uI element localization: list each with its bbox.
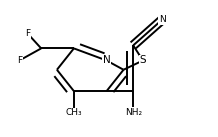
Text: N: N: [159, 15, 166, 24]
Text: S: S: [140, 55, 146, 65]
Text: F: F: [25, 29, 31, 38]
Text: CH₃: CH₃: [66, 109, 82, 118]
Text: NH₂: NH₂: [125, 108, 142, 117]
Text: F: F: [17, 56, 22, 65]
Text: N: N: [103, 55, 111, 65]
